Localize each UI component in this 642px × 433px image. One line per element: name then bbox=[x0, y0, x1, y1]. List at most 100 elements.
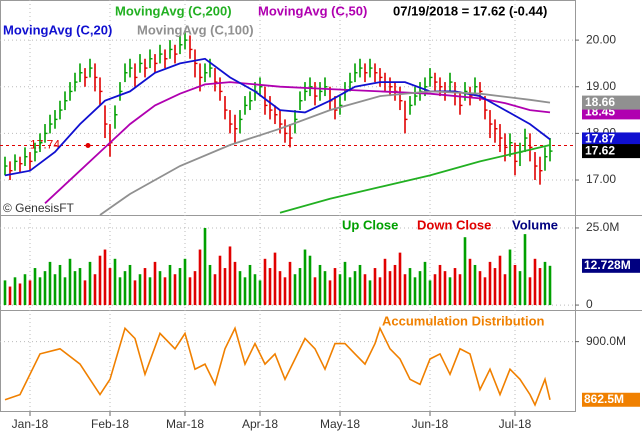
volume-bar bbox=[528, 277, 532, 306]
x-tick-label: Feb-18 bbox=[91, 417, 129, 431]
moving-average bbox=[99, 90, 551, 216]
volume-bar bbox=[343, 261, 347, 306]
current-value-box bbox=[582, 258, 640, 273]
volume-bar bbox=[323, 271, 327, 306]
volume-bar bbox=[153, 261, 157, 306]
volume-bar bbox=[533, 258, 537, 306]
volume-bar bbox=[318, 264, 322, 306]
volume-bar bbox=[68, 258, 72, 306]
volume-bar bbox=[548, 265, 552, 306]
y-tick-label: 19.00 bbox=[586, 79, 616, 93]
x-tick-label: Mar-18 bbox=[166, 417, 204, 431]
volume-bar bbox=[313, 277, 317, 306]
volume-bar bbox=[83, 280, 87, 306]
volume-bar bbox=[193, 271, 197, 306]
moving-average bbox=[279, 144, 551, 214]
volume-bar bbox=[118, 277, 122, 306]
volume-bar bbox=[63, 277, 67, 306]
current-value-box bbox=[582, 95, 640, 110]
volume-bar bbox=[53, 274, 57, 306]
volume-bar bbox=[143, 268, 147, 306]
legend-entry: MovingAvg (C,200) bbox=[115, 3, 232, 18]
volume-bar bbox=[293, 274, 297, 306]
volume-bar bbox=[303, 249, 307, 306]
current-value: 18.66 bbox=[585, 95, 615, 109]
volume-bar bbox=[73, 271, 77, 306]
legend-entry: MovingAvg (C,20) bbox=[3, 22, 112, 37]
volume-bar bbox=[443, 271, 447, 306]
x-tick-label: Jun-18 bbox=[412, 417, 449, 431]
panel-title: Accumulation Distribution bbox=[382, 313, 545, 328]
volume-bar bbox=[468, 258, 472, 306]
volume-bar bbox=[383, 258, 387, 306]
volume-bar bbox=[123, 271, 127, 306]
volume-bar bbox=[358, 264, 362, 306]
volume-bar bbox=[103, 249, 107, 306]
volume-bar bbox=[203, 227, 207, 306]
volume-bar bbox=[483, 277, 487, 306]
volume-bar bbox=[363, 274, 367, 306]
volume-bar bbox=[173, 274, 177, 306]
volume-bar bbox=[108, 268, 112, 306]
volume-bar bbox=[488, 261, 492, 306]
volume-bar bbox=[223, 268, 227, 306]
volume-bar bbox=[278, 271, 282, 306]
volume-bar bbox=[113, 258, 117, 306]
volume-bar bbox=[518, 271, 522, 306]
volume-bar bbox=[133, 280, 137, 306]
volume-bar bbox=[163, 277, 167, 306]
volume-bar bbox=[258, 280, 262, 306]
volume-bar bbox=[348, 277, 352, 306]
volume-bar bbox=[8, 286, 12, 306]
volume-bar bbox=[198, 249, 202, 306]
x-tick-label: Jan-18 bbox=[12, 417, 49, 431]
copyright: © GenesisFT bbox=[3, 201, 75, 215]
volume-bar bbox=[78, 268, 82, 306]
x-tick-label: May-18 bbox=[320, 417, 360, 431]
current-value: 862.5M bbox=[584, 392, 624, 406]
volume-bar bbox=[128, 264, 132, 306]
volume-bar bbox=[298, 268, 302, 306]
volume-bar bbox=[453, 268, 457, 306]
ad-line bbox=[4, 326, 551, 407]
volume-bar bbox=[418, 271, 422, 306]
volume-bar bbox=[543, 261, 547, 306]
volume-bar bbox=[213, 274, 217, 306]
y-tick-label: 900.0M bbox=[586, 334, 626, 348]
volume-bar bbox=[3, 280, 7, 306]
volume-bar bbox=[513, 264, 517, 306]
volume-bar bbox=[283, 277, 287, 306]
current-value: 12.728M bbox=[584, 258, 631, 272]
volume-bar bbox=[413, 277, 417, 306]
volume-bar bbox=[208, 264, 212, 306]
volume-bar bbox=[13, 277, 17, 306]
volume-bar bbox=[18, 283, 22, 306]
reference-dot bbox=[85, 143, 91, 149]
volume-bar bbox=[463, 237, 467, 306]
volume-bar bbox=[263, 258, 267, 306]
current-value-box bbox=[582, 392, 640, 407]
volume-bar bbox=[378, 277, 382, 306]
volume-bar bbox=[58, 264, 62, 306]
y-tick-label: 17.00 bbox=[586, 172, 616, 186]
volume-bar bbox=[183, 258, 187, 306]
volume-bar bbox=[48, 261, 52, 306]
volume-bar bbox=[523, 234, 527, 306]
volume-bar bbox=[408, 268, 412, 306]
legend-entry: MovingAvg (C,100) bbox=[137, 22, 254, 37]
plot-frame bbox=[0, 0, 576, 412]
volume-bar bbox=[393, 264, 397, 306]
volume-bar bbox=[423, 261, 427, 306]
volume-bar bbox=[88, 261, 92, 306]
volume-bar bbox=[98, 255, 102, 306]
legend-entry: MovingAvg (C,50) bbox=[258, 3, 367, 18]
current-value-box bbox=[582, 132, 640, 147]
volume-bar bbox=[33, 268, 37, 306]
volume-bar bbox=[498, 255, 502, 306]
volume-bar bbox=[433, 274, 437, 306]
current-value: 17.87 bbox=[585, 132, 615, 146]
volume-bar bbox=[308, 255, 312, 306]
legend-entry: Up Close bbox=[342, 217, 398, 232]
volume-bar bbox=[328, 280, 332, 306]
